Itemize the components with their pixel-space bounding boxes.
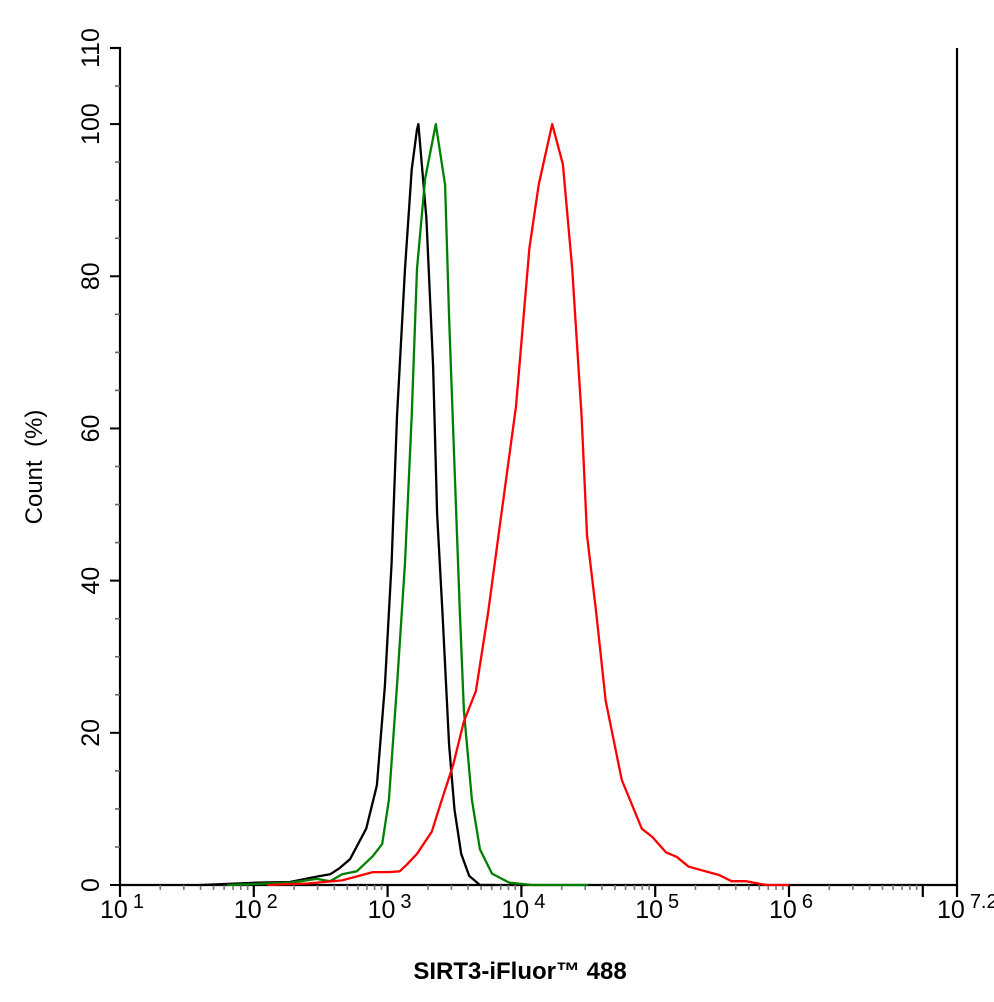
x-tick-label: 10 7.2 [937, 891, 994, 924]
x-tick-exponent: 4 [534, 891, 545, 913]
x-tick-base: 10 [368, 896, 396, 924]
y-tick-label: 40 [77, 567, 105, 595]
x-tick-exponent: 3 [400, 891, 411, 913]
y-tick-label: 80 [77, 262, 105, 290]
y-tick-label: 100 [77, 103, 105, 145]
x-tick-label: 10 6 [769, 891, 813, 924]
y-tick-label: 0 [77, 878, 105, 892]
x-tick-label: 10 5 [635, 891, 679, 924]
x-tick-base: 10 [937, 896, 965, 924]
axes [110, 46, 959, 897]
series-green-curve [226, 122, 589, 887]
y-axis-title: Count (%) [21, 410, 48, 525]
x-tick-exponent: 6 [802, 891, 813, 913]
series-red-curve [267, 122, 789, 887]
y-tick-label: 110 [77, 28, 105, 68]
x-tick-label: 10 2 [234, 891, 278, 924]
x-tick-label: 10 4 [501, 891, 545, 924]
y-tick-label: 20 [77, 719, 105, 747]
x-tick-label: 10 3 [368, 891, 412, 924]
x-tick-base: 10 [100, 896, 128, 924]
x-tick-base: 10 [769, 896, 797, 924]
x-tick-exponent: 5 [668, 891, 679, 913]
x-tick-exponent: 1 [133, 891, 144, 913]
y-tick-label: 60 [77, 415, 105, 443]
x-tick-labels: 10 1 10 2 10 3 10 4 10 5 10 6 10 7.2 [100, 891, 994, 924]
x-tick-exponent: 7.2 [970, 891, 994, 913]
series-black-curve [200, 122, 495, 887]
x-tick-exponent: 2 [267, 891, 278, 913]
x-tick-base: 10 [635, 896, 663, 924]
x-tick-base: 10 [234, 896, 262, 924]
histogram-curves [200, 122, 789, 887]
x-axis-title: SIRT3-iFluor™ 488 [413, 958, 626, 985]
x-tick-base: 10 [501, 896, 529, 924]
x-tick-label: 10 1 [100, 891, 144, 924]
y-tick-labels: 0 20 40 60 80 100 110 [77, 28, 105, 892]
